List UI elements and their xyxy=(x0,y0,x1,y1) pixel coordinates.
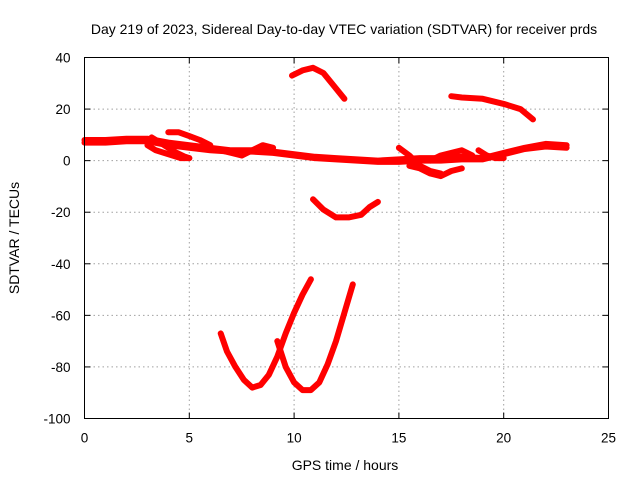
plot-frame xyxy=(84,57,609,419)
y-tick-labels: 40 20 0 -20 -40 -60 -80 -100 xyxy=(43,51,70,427)
x-tick-label: 15 xyxy=(391,431,406,446)
y-axis-label: SDTVAR / TECUs xyxy=(6,182,22,294)
series-arc-17-21 xyxy=(448,93,536,123)
series-seg-3-5-lower xyxy=(144,142,193,162)
x-tick-label: 25 xyxy=(601,431,616,446)
series-seg-6-9 xyxy=(217,142,277,159)
series-seg-4-6 xyxy=(165,129,214,149)
y-tick-label: -60 xyxy=(51,308,71,323)
series-seg-19-20 xyxy=(475,147,507,162)
series-arc-11-14 xyxy=(310,196,381,221)
y-tick-label: -20 xyxy=(51,205,71,220)
y-tick-label: 40 xyxy=(55,51,70,66)
series-dip-6-10 xyxy=(217,276,314,391)
y-tick-label: -80 xyxy=(51,360,71,375)
series-dip-9-13 xyxy=(274,281,356,394)
y-tick-label: -40 xyxy=(51,257,71,272)
y-tick-label: 20 xyxy=(55,102,70,117)
x-tick-labels: 0 5 10 15 20 25 xyxy=(81,431,616,446)
x-tick-label: 0 xyxy=(81,431,89,446)
series-arc-10-12 xyxy=(289,64,348,102)
series-seg-17-19 xyxy=(427,147,476,164)
x-tick-label: 10 xyxy=(287,431,302,446)
chart-title: Day 219 of 2023, Sidereal Day-to-day VTE… xyxy=(91,21,597,37)
y-tick-label: 0 xyxy=(63,154,71,169)
tick-marks xyxy=(84,57,609,419)
y-tick-label: -100 xyxy=(43,412,70,427)
x-tick-label: 5 xyxy=(186,431,194,446)
data-series xyxy=(81,64,570,394)
series-seg-16-18 xyxy=(406,162,465,180)
grid-lines xyxy=(84,57,609,419)
x-tick-label: 20 xyxy=(496,431,511,446)
x-axis-label: GPS time / hours xyxy=(292,457,399,473)
